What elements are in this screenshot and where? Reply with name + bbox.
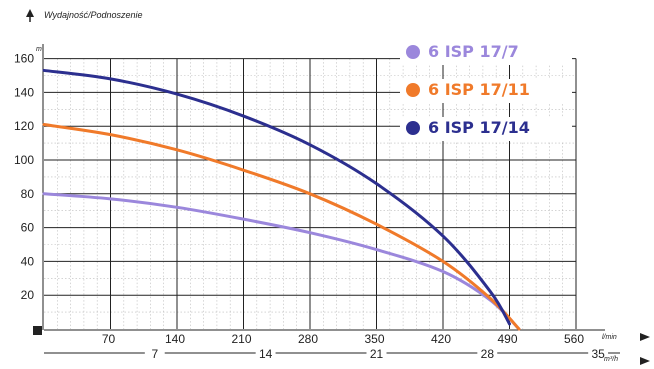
x-tick-labels-primary: 70 140 210 280 350 420 490 560 [102, 332, 585, 346]
x-tick-label: 210 [231, 332, 251, 346]
y-tick-labels: 20 40 60 80 100 120 140 160 [14, 52, 34, 303]
x-axis-primary-arrow-icon [640, 333, 650, 341]
series-lines [42, 68, 521, 331]
y-tick-label: 60 [21, 221, 35, 235]
x-tick-label: 350 [364, 332, 384, 346]
series-line-1 [42, 192, 521, 331]
legend: 6 ISP 17/7 6 ISP 17/11 6 ISP 17/14 [400, 41, 572, 141]
x2-tick-knockout [366, 346, 387, 360]
y-tick-label: 20 [21, 288, 35, 302]
x-tick-label: 140 [165, 332, 185, 346]
legend-label-1: 6 ISP 17/7 [428, 42, 519, 61]
y-tick-label: 140 [14, 85, 34, 99]
y-axis-unit: m [36, 46, 42, 53]
x2-tick-label: 28 [481, 347, 495, 361]
legend-background [400, 79, 572, 103]
x2-tick-knockout [477, 346, 498, 360]
legend-marker-1 [406, 45, 420, 59]
legend-background [400, 41, 572, 65]
y-tick-label: 100 [14, 153, 34, 167]
x2-tick-knockout [588, 346, 609, 360]
legend-marker-3 [406, 121, 420, 135]
legend-background [400, 117, 572, 141]
x-axis-secondary-unit: m³/h [604, 356, 618, 363]
legend-marker-2 [406, 83, 420, 97]
x-axis-primary-unit: l/min [602, 334, 617, 341]
legend-label-2: 6 ISP 17/11 [428, 80, 530, 99]
y-axis-arrow-icon [26, 9, 34, 17]
origin-marker [33, 326, 42, 335]
legend-label-3: 6 ISP 17/14 [428, 118, 530, 137]
y-tick-label: 160 [14, 52, 34, 66]
x2-tick-label: 35 [591, 347, 605, 361]
x2-tick-knockout [255, 346, 276, 360]
x2-tick-knockout [144, 346, 165, 360]
x-tick-label: 70 [102, 332, 116, 346]
major-grid [44, 58, 577, 329]
x2-tick-label: 7 [151, 347, 158, 361]
x-tick-labels-secondary: 7 14 21 28 35 [144, 346, 615, 361]
x-axis-secondary-arrow-icon [640, 357, 650, 365]
x-tick-label: 280 [298, 332, 318, 346]
x-tick-label: 490 [497, 332, 517, 346]
y-tick-label: 80 [21, 187, 35, 201]
y-tick-label: 40 [21, 254, 35, 268]
series-line-3 [42, 68, 511, 326]
x2-tick-label: 21 [370, 347, 384, 361]
y-tick-label: 120 [14, 119, 34, 133]
x2-tick-label: 14 [259, 347, 273, 361]
x-tick-label: 560 [564, 332, 584, 346]
series-line-2 [42, 123, 521, 331]
x-tick-label: 420 [431, 332, 451, 346]
y-axis-title: Wydajność/Podnoszenie [44, 10, 143, 20]
